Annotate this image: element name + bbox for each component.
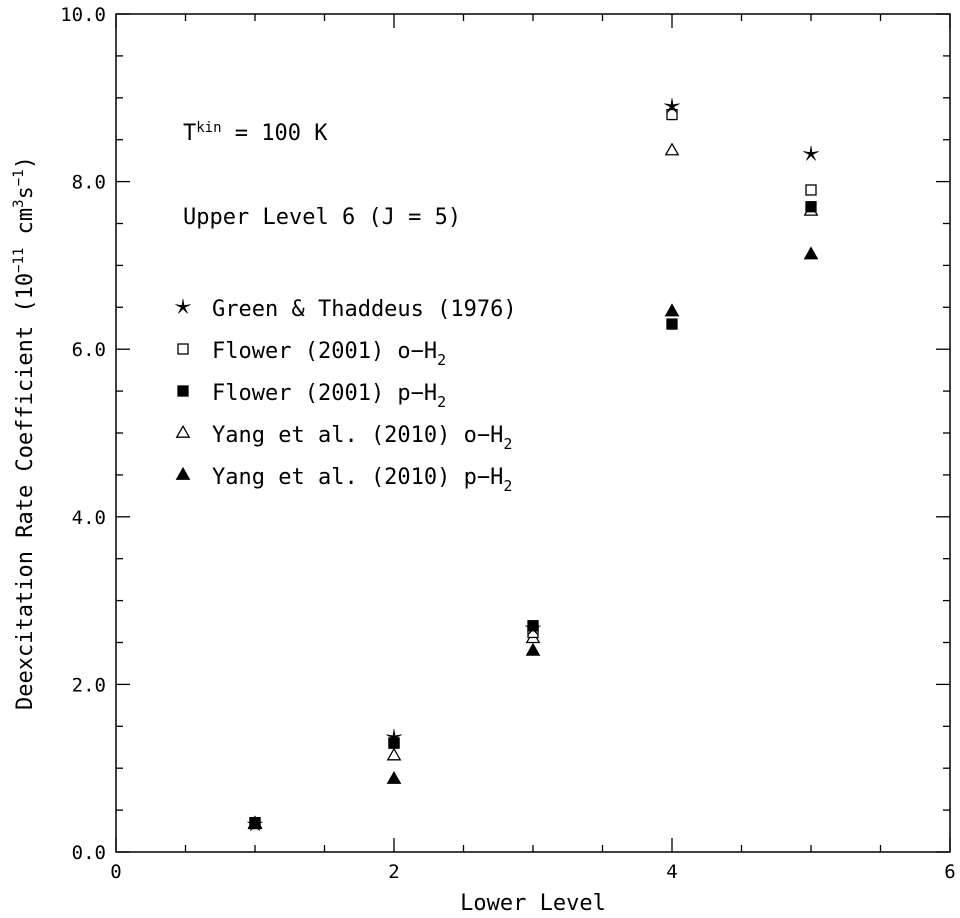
y-axis-title-exp1: −11 — [11, 248, 27, 273]
data-point-square-filled — [388, 737, 400, 749]
data-point-triangle-filled — [664, 303, 680, 317]
y-axis-title-prefix: Deexcitation Rate Coefficient (10 — [13, 273, 38, 710]
y-axis-title: Deexcitation Rate Coefficient (10−11 cm3… — [11, 156, 38, 710]
x-tick-label: 4 — [666, 861, 677, 883]
data-point-triangle-open — [386, 747, 402, 761]
data-point-triangle-filled — [386, 770, 402, 784]
legend-marker-square-filled — [177, 385, 189, 397]
data-point-triangle-filled — [803, 246, 819, 260]
data-point-star — [247, 816, 263, 832]
x-axis-title: Lower Level — [460, 891, 606, 916]
data-point-square-filled — [805, 201, 817, 213]
legend-label: Flower (2001) p−H2 — [212, 381, 446, 411]
y-axis-title-exp3: −1 — [11, 169, 27, 186]
data-point-triangle-open — [664, 142, 680, 156]
temperature-annotation: Tkin = 100 K — [183, 120, 328, 146]
legend: Green & Thaddeus (1976) Flower (2001) o−H… — [175, 297, 517, 495]
axis-ticks — [115, 13, 951, 853]
x-tick-label: 6 — [944, 861, 955, 883]
data-point-square-filled — [666, 318, 678, 330]
axis-tick-labels: 0 2 4 6 0.0 2.0 4.0 6.0 8.0 10.0 — [60, 4, 955, 883]
data-point-star — [803, 145, 819, 161]
data-point-square-open — [805, 184, 817, 196]
legend-marker-triangle-open — [175, 424, 191, 438]
y-tick-label: 8.0 — [72, 172, 106, 194]
y-axis-title-mid2: s — [13, 186, 38, 199]
legend-marker-square-open — [177, 343, 189, 355]
legend-marker-star — [175, 298, 191, 314]
y-tick-label: 0.0 — [72, 842, 106, 864]
temperature-superscript: kin — [196, 120, 221, 136]
legend-label: Yang et al. (2010) p−H2 — [212, 465, 512, 495]
x-tick-label: 0 — [110, 861, 121, 883]
data-point-square-open — [666, 108, 678, 121]
y-tick-label: 2.0 — [72, 674, 106, 696]
data-point-triangle-filled — [525, 642, 541, 656]
data-point-star — [664, 98, 680, 113]
legend-label: Flower (2001) o−H2 — [212, 339, 446, 369]
y-tick-label: 4.0 — [72, 507, 106, 529]
temperature-value: = 100 K — [222, 121, 329, 146]
legend-label: Yang et al. (2010) o−H2 — [212, 423, 512, 453]
x-tick-label: 2 — [388, 861, 399, 883]
y-axis-title-suffix: ) — [13, 156, 38, 169]
legend-label: Green & Thaddeus (1976) — [212, 297, 517, 322]
data-point-star — [386, 729, 402, 744]
y-tick-label: 6.0 — [72, 339, 106, 361]
temperature-symbol: T — [183, 121, 196, 146]
y-tick-label: 10.0 — [60, 4, 106, 26]
upper-level-annotation: Upper Level 6 (J = 5) — [183, 205, 461, 230]
data-points — [247, 98, 819, 832]
y-axis-title-mid: cm — [13, 208, 38, 248]
y-axis-title-exp2: 3 — [11, 199, 27, 207]
legend-marker-triangle-filled — [175, 466, 191, 480]
data-point-star — [525, 620, 541, 635]
